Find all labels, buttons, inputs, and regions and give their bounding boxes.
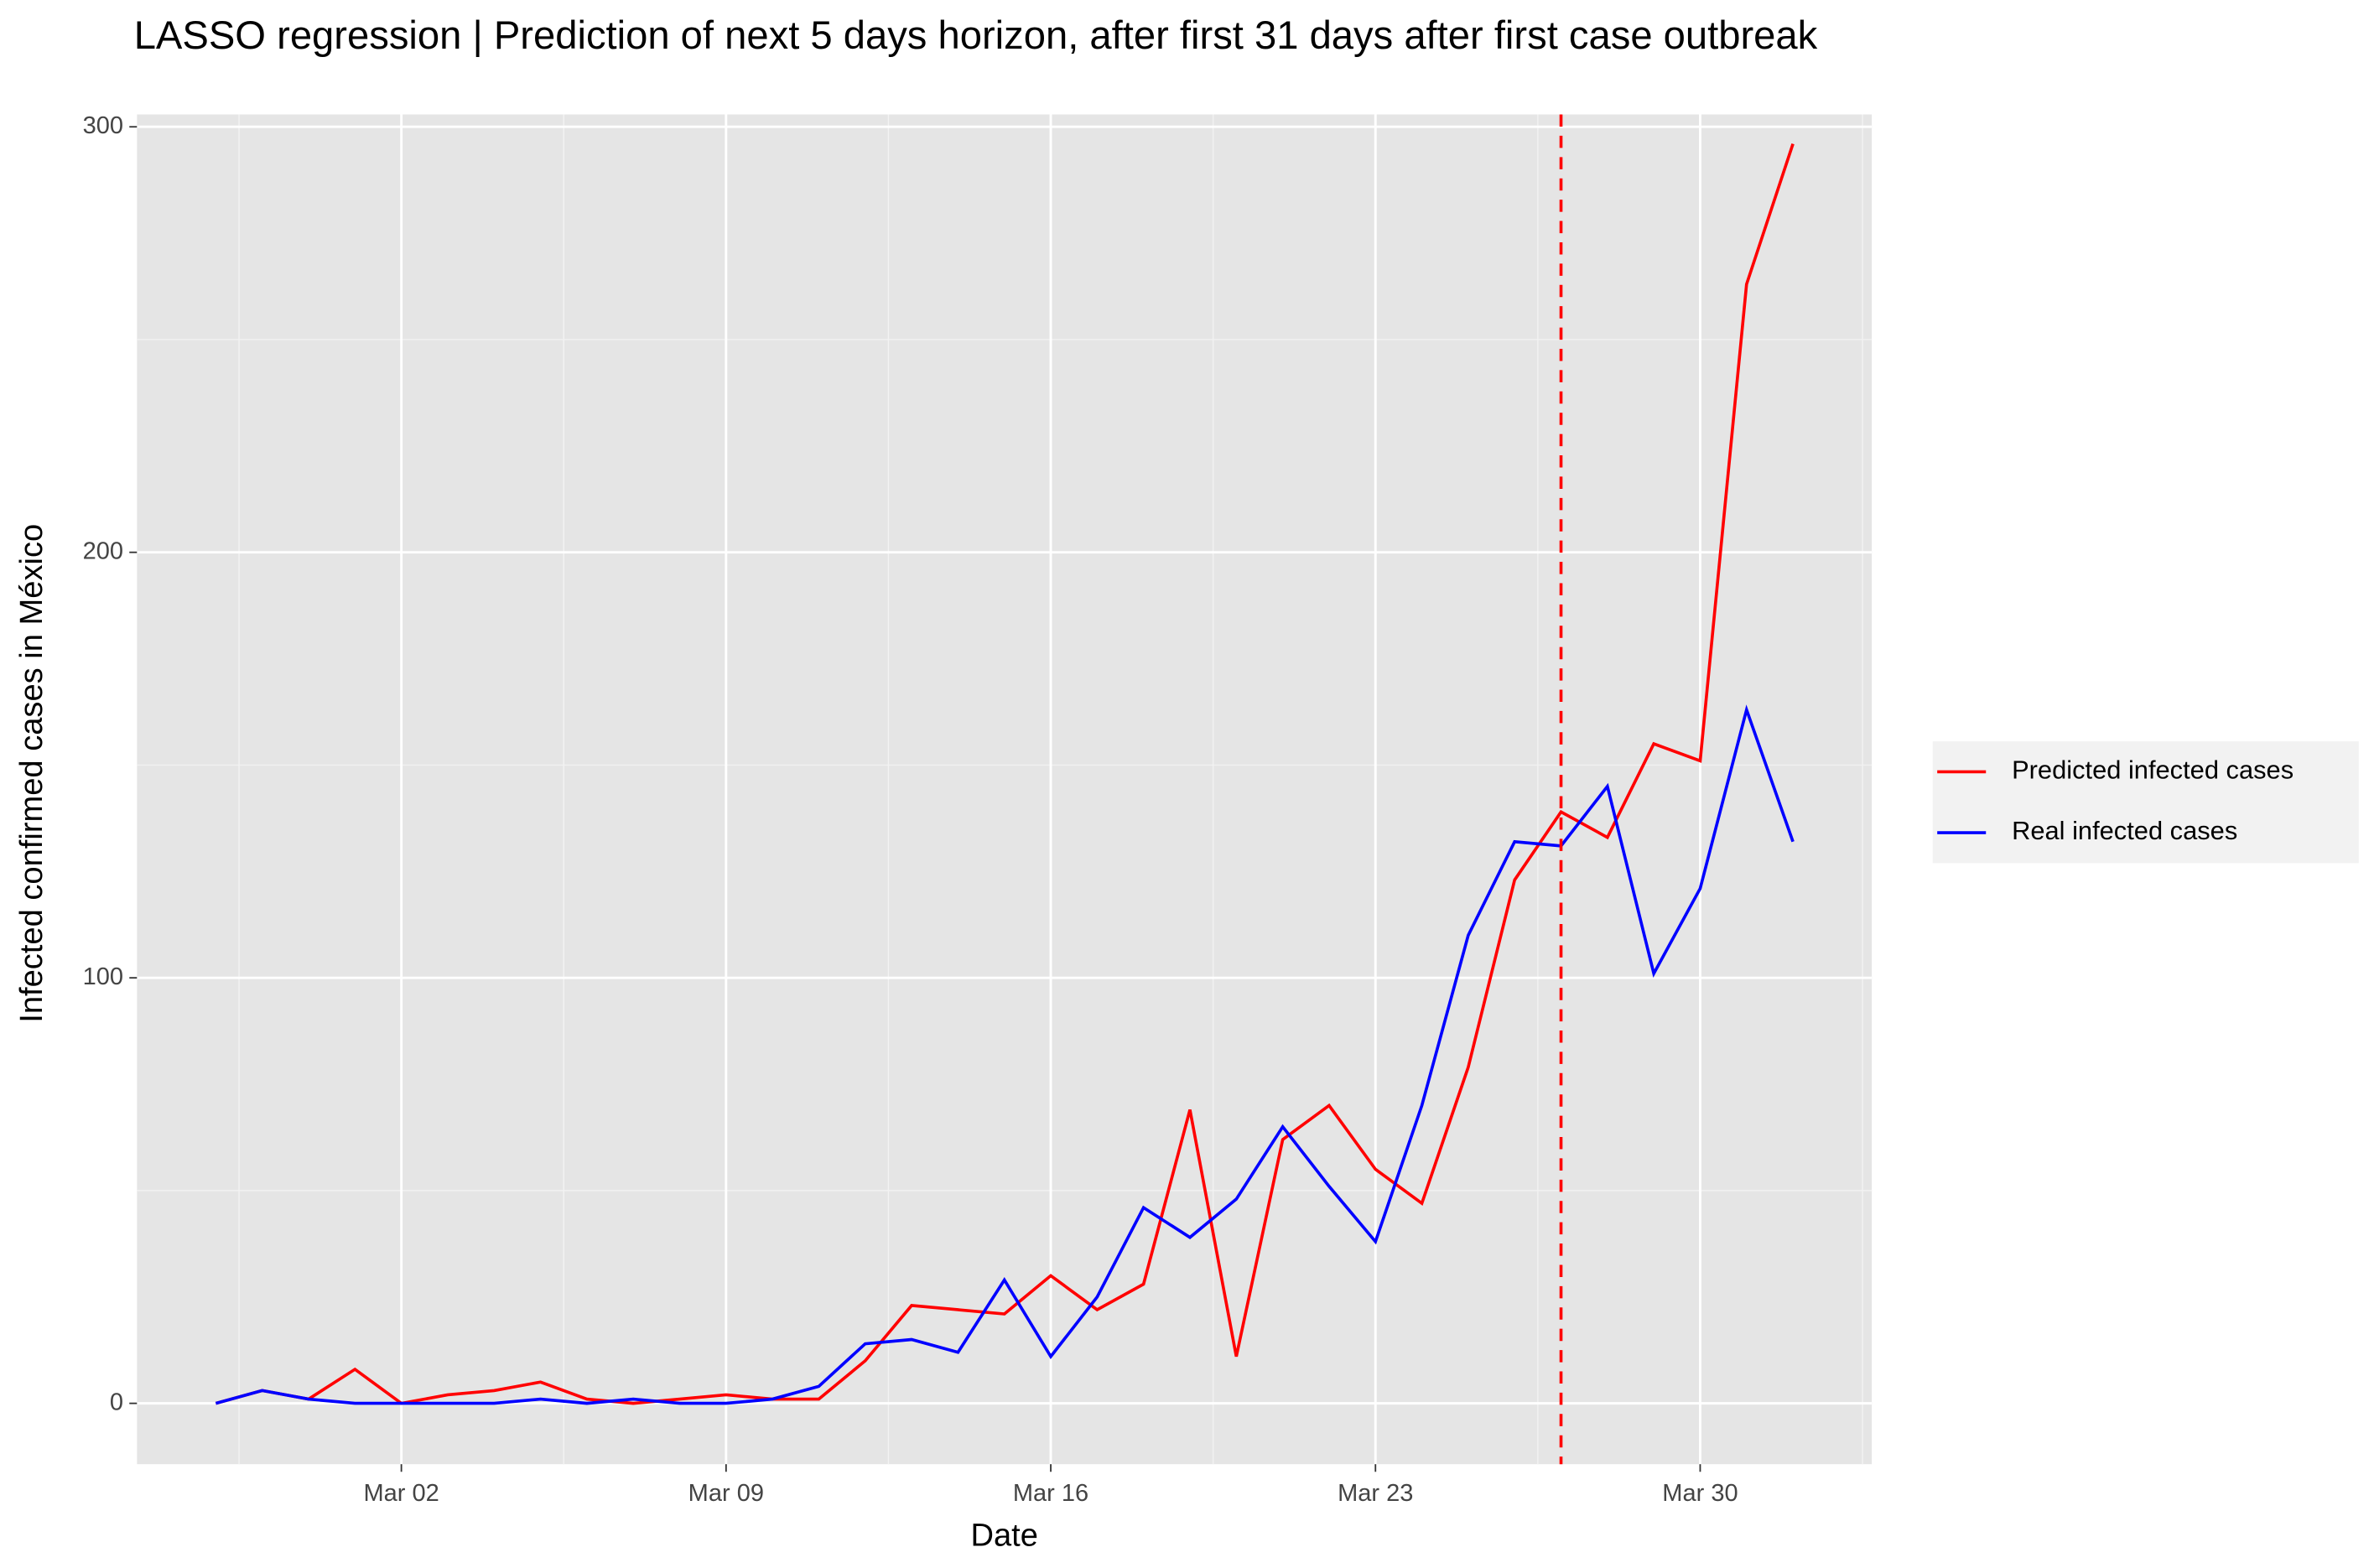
- x-axis-label: Date: [970, 1518, 1037, 1553]
- legend-label: Predicted infected cases: [2012, 755, 2293, 785]
- x-tick-label: Mar 23: [1338, 1480, 1413, 1507]
- x-tick-label: Mar 30: [1662, 1480, 1738, 1507]
- data-line: [215, 143, 1795, 1405]
- data-line: [215, 704, 1795, 1405]
- legend-label: Real infected cases: [2012, 816, 2237, 845]
- y-tick-label: 300: [83, 112, 123, 139]
- x-tick-label: Mar 02: [363, 1480, 439, 1507]
- y-tick-label: 0: [110, 1389, 123, 1415]
- plot-panel: [137, 114, 1873, 1465]
- y-axis-label: Infected confirmed cases in México: [14, 524, 49, 1023]
- y-tick-label: 200: [83, 537, 123, 564]
- legend-box: [1932, 741, 2359, 864]
- y-tick-label: 100: [83, 963, 123, 990]
- x-tick-label: Mar 09: [688, 1480, 764, 1507]
- x-tick-label: Mar 16: [1013, 1480, 1088, 1507]
- chart-title: LASSO regression | Prediction of next 5 …: [134, 13, 1818, 57]
